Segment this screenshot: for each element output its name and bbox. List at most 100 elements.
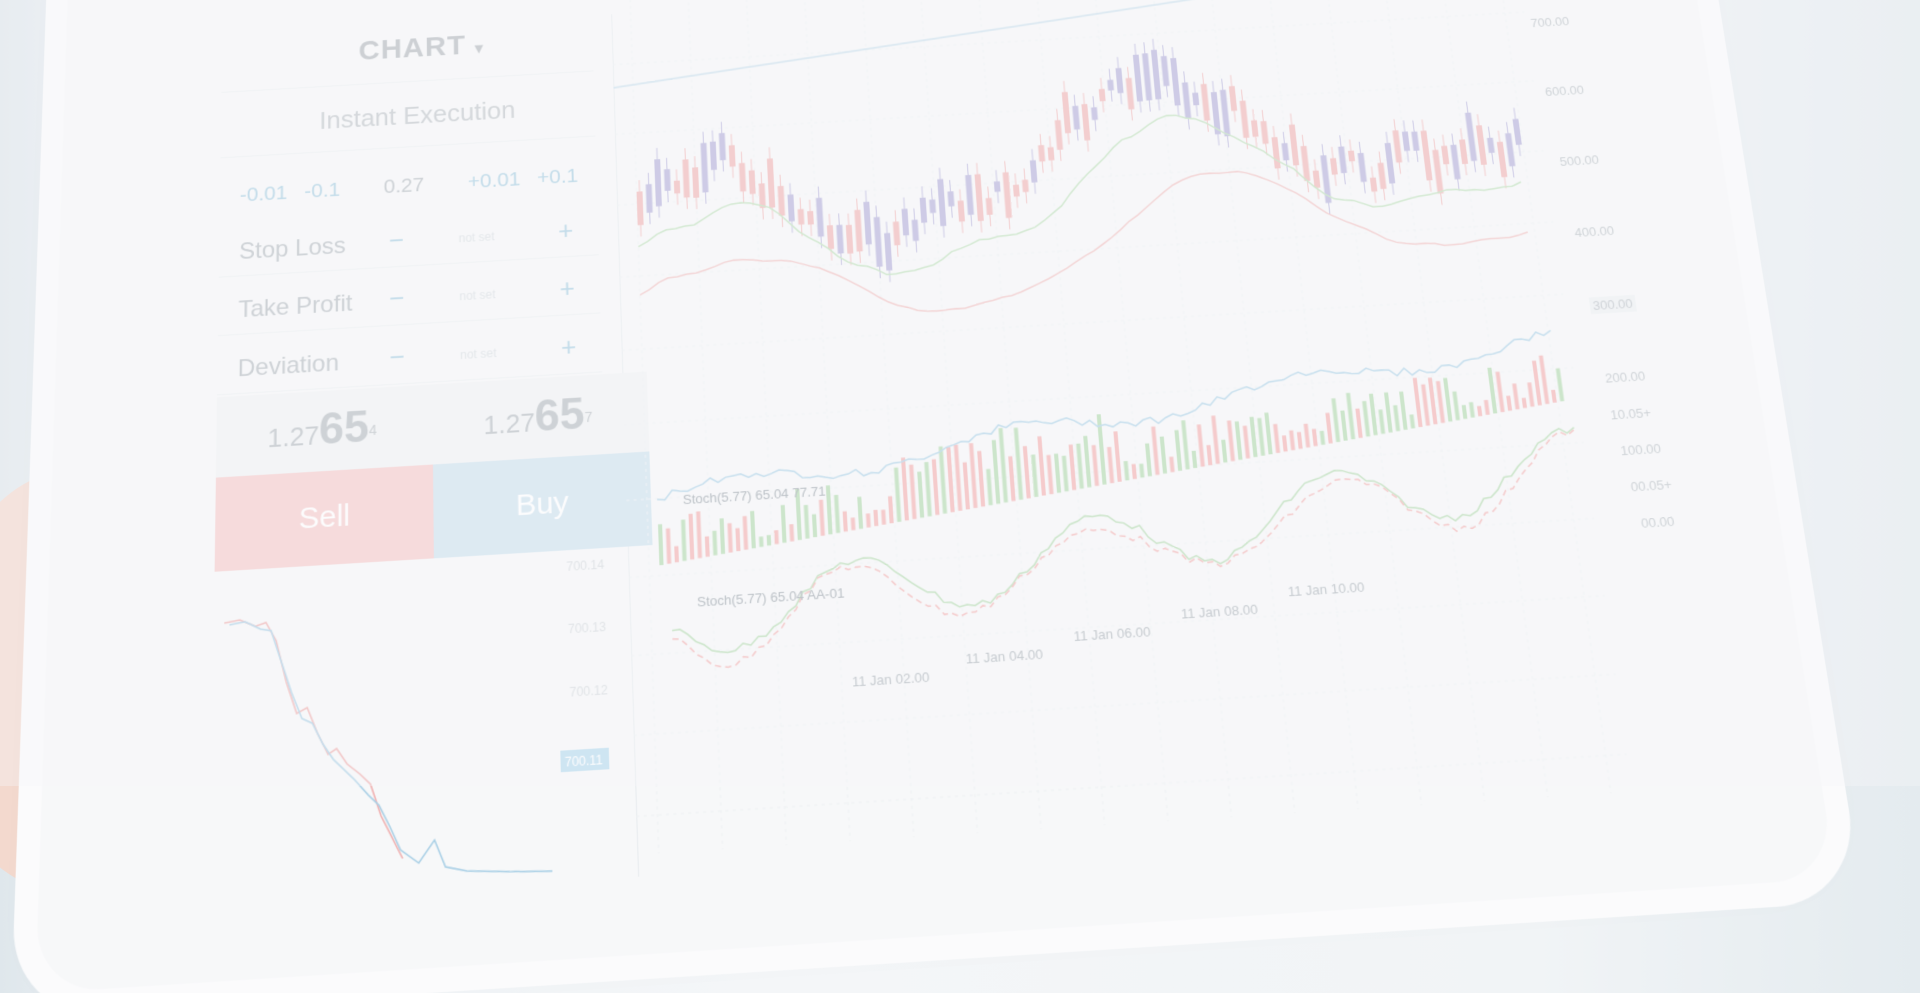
candle-body bbox=[912, 220, 919, 241]
candle-body bbox=[1022, 180, 1029, 193]
volume-bar bbox=[834, 495, 840, 533]
scene: CHART ▾ Instant Execution -0.01 -0.1 0.2… bbox=[0, 0, 1920, 786]
volume-bar bbox=[1181, 420, 1190, 469]
volume-bar bbox=[1556, 368, 1565, 401]
candle-body bbox=[1260, 121, 1268, 144]
grid-line bbox=[914, 0, 978, 833]
buy-price-prefix: 1.27 bbox=[483, 407, 535, 440]
volume-value[interactable]: 0.27 bbox=[384, 174, 425, 199]
volume-bar bbox=[1409, 414, 1415, 428]
chart-dropdown[interactable]: CHART ▾ bbox=[359, 29, 484, 67]
volume-bar bbox=[1512, 383, 1519, 409]
volume-bar bbox=[705, 536, 710, 557]
deviation-plus-button[interactable]: + bbox=[561, 331, 577, 362]
candle-body bbox=[1107, 80, 1114, 91]
take-profit-value[interactable]: not set bbox=[459, 287, 495, 303]
candle-body bbox=[1378, 163, 1387, 189]
stop-loss-value[interactable]: not set bbox=[459, 230, 495, 246]
buy-button[interactable]: Buy bbox=[433, 451, 653, 558]
volume-axis-label-1: 10.05+ bbox=[1609, 405, 1652, 422]
take-profit-minus-button[interactable]: − bbox=[389, 283, 404, 314]
candle-body bbox=[863, 202, 871, 245]
candle-body bbox=[749, 170, 756, 194]
volume-bar bbox=[688, 514, 694, 560]
candle-body bbox=[1099, 89, 1106, 101]
candle-body bbox=[1497, 142, 1508, 178]
candle-body bbox=[654, 159, 662, 206]
candle-body bbox=[1432, 150, 1443, 194]
take-profit-label: Take Profit bbox=[238, 290, 352, 324]
candle-body bbox=[637, 191, 644, 225]
y-axis-label-700: 700.00 bbox=[1530, 14, 1570, 30]
volume-bar bbox=[1139, 464, 1144, 478]
volume-bar bbox=[1378, 409, 1385, 433]
volume-bar bbox=[1192, 451, 1198, 468]
candle-body bbox=[1048, 147, 1055, 160]
volume-bar bbox=[1227, 420, 1235, 461]
mini-axis-label-4: 700.11 bbox=[565, 754, 603, 770]
step-plus-001[interactable]: +0.01 bbox=[468, 168, 521, 194]
grid-line bbox=[634, 674, 1616, 735]
y-axis-label-600: 600.00 bbox=[1544, 83, 1585, 99]
volume-bar bbox=[1197, 424, 1205, 466]
volume-bar bbox=[1031, 454, 1038, 497]
step-plus-01[interactable]: +0.1 bbox=[537, 165, 579, 190]
volume-bar bbox=[986, 469, 993, 505]
volume-bar bbox=[1551, 390, 1557, 403]
candle-body bbox=[1313, 170, 1321, 187]
y-axis-label-400: 400.00 bbox=[1574, 223, 1615, 240]
volume-bar bbox=[1107, 447, 1114, 483]
mini-axis-label-3: 700.12 bbox=[569, 684, 608, 700]
volume-bar bbox=[998, 428, 1008, 503]
candle-body bbox=[1441, 146, 1449, 165]
y-axis-label-300: 300.00 bbox=[1589, 295, 1637, 314]
candle-body bbox=[884, 233, 892, 271]
volume-bar bbox=[812, 514, 817, 537]
candle-body bbox=[994, 181, 1001, 192]
volume-bar bbox=[1235, 421, 1243, 460]
chart-dropdown-label: CHART bbox=[359, 30, 467, 66]
candle-body bbox=[682, 159, 689, 197]
step-minus-01[interactable]: -0.1 bbox=[304, 179, 340, 204]
take-profit-plus-button[interactable]: + bbox=[559, 273, 575, 304]
volume-bar bbox=[1469, 402, 1475, 418]
volume-bar bbox=[819, 500, 825, 536]
mini-axis-label-1: 700.14 bbox=[566, 559, 605, 574]
deviation-label: Deviation bbox=[238, 350, 339, 384]
y-axis-label-200: 200.00 bbox=[1604, 368, 1646, 385]
candle-body bbox=[1512, 119, 1521, 145]
grid-line bbox=[636, 754, 1626, 816]
volume-bar bbox=[1169, 457, 1174, 473]
volume-bar bbox=[1393, 405, 1400, 431]
volume-bar bbox=[894, 467, 901, 522]
candle-body bbox=[1338, 146, 1347, 173]
volume-bar bbox=[1462, 405, 1468, 419]
candle-body bbox=[1281, 143, 1289, 161]
volume-bar bbox=[1069, 445, 1077, 491]
volume-bar bbox=[789, 524, 794, 541]
volume-bar bbox=[759, 537, 764, 548]
stop-loss-plus-button[interactable]: + bbox=[558, 215, 574, 246]
mini-blue-line bbox=[226, 603, 552, 891]
candle-body bbox=[929, 199, 936, 213]
deviation-value[interactable]: not set bbox=[460, 346, 497, 362]
candle-body bbox=[1038, 145, 1045, 162]
sell-price: 1.27654 bbox=[267, 402, 377, 459]
candle-body bbox=[1072, 106, 1080, 130]
volume-bar bbox=[1297, 432, 1303, 449]
deviation-minus-button[interactable]: − bbox=[389, 342, 405, 373]
volume-bar bbox=[1054, 454, 1061, 493]
volume-bar bbox=[1355, 408, 1362, 438]
volume-bar bbox=[1312, 429, 1318, 446]
buy-price-big: 65 bbox=[534, 389, 585, 441]
stop-loss-minus-button[interactable]: − bbox=[389, 225, 404, 256]
volume-bar bbox=[963, 462, 970, 509]
trend-line bbox=[611, 0, 1295, 88]
candle-body bbox=[827, 225, 834, 249]
volume-bar bbox=[1257, 418, 1265, 456]
buy-price-sup: 7 bbox=[584, 408, 592, 424]
volume-bar bbox=[826, 485, 833, 534]
execution-mode[interactable]: Instant Execution bbox=[319, 95, 515, 135]
step-minus-001[interactable]: -0.01 bbox=[240, 182, 288, 208]
sell-button[interactable]: Sell bbox=[215, 465, 434, 572]
